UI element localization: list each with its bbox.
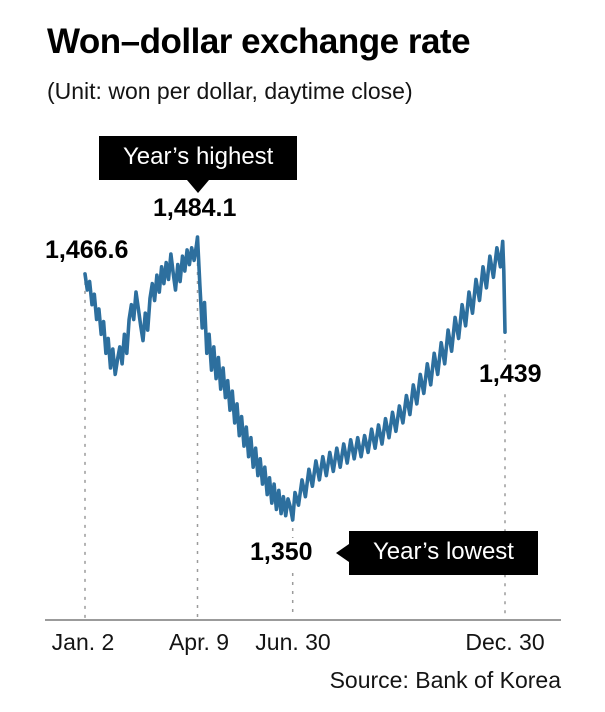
- lowest-value-label: 1,350: [247, 538, 316, 567]
- callout-years-highest: Year’s highest: [99, 136, 298, 193]
- x-tick-jun-30: Jun. 30: [255, 629, 331, 655]
- x-tick-apr-9: Apr. 9: [168, 629, 230, 655]
- highest-value-label: 1,484.1: [150, 194, 240, 223]
- callout-years-highest-label: Year’s highest: [123, 143, 274, 170]
- callout-pointer-left-icon: [336, 544, 349, 562]
- chart-title: Won–dollar exchange rate: [47, 22, 471, 61]
- x-tick-dec-30: Dec. 30: [465, 629, 545, 655]
- end-value-label: 1,439: [476, 360, 545, 389]
- x-tick-jan-2: Jan. 2: [51, 629, 115, 655]
- callout-years-lowest-label: Year’s lowest: [373, 538, 514, 565]
- chart-unit-subtitle: (Unit: won per dollar, daytime close): [47, 78, 413, 104]
- source-credit: Source: Bank of Korea: [329, 667, 561, 693]
- callout-pointer-down-icon: [187, 180, 209, 193]
- callout-years-lowest: Year’s lowest: [336, 531, 538, 575]
- start-value-label: 1,466.6: [42, 236, 132, 265]
